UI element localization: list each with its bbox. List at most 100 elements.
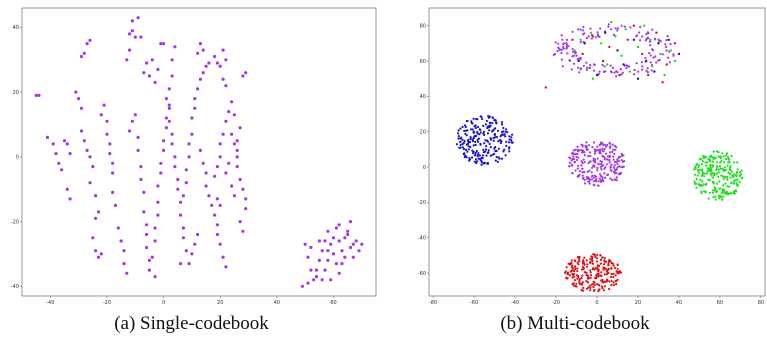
multi-codebook-point — [588, 285, 591, 288]
multi-codebook-point — [581, 262, 585, 265]
multi-codebook-accent-point — [606, 63, 609, 66]
multi-codebook-point — [732, 173, 735, 176]
multi-codebook-point — [491, 116, 494, 119]
multi-codebook-point — [644, 57, 647, 60]
multi-codebook-point — [500, 140, 503, 143]
multi-codebook-point — [455, 143, 458, 146]
multi-codebook-point — [594, 267, 598, 270]
multi-codebook-point — [583, 154, 586, 157]
multi-codebook-point — [719, 167, 722, 170]
multi-codebook-accent-point — [573, 49, 576, 52]
multi-codebook-point — [696, 174, 699, 177]
multi-codebook-point — [591, 174, 594, 177]
multi-codebook-point — [582, 29, 585, 32]
multi-codebook-point — [577, 275, 580, 279]
multi-codebook-point — [576, 256, 579, 259]
single-codebook-point — [130, 19, 134, 23]
multi-codebook-point — [582, 259, 585, 262]
single-codebook-y-tick-label: -20 — [11, 219, 19, 225]
multi-codebook-point — [474, 124, 477, 127]
multi-codebook-point — [593, 281, 596, 284]
multi-codebook-point — [725, 154, 728, 157]
multi-codebook-point — [597, 275, 600, 278]
multi-codebook-point — [480, 161, 483, 164]
multi-codebook-point — [500, 121, 504, 124]
multi-codebook-point — [726, 175, 729, 179]
multi-codebook-point — [596, 253, 599, 256]
multi-codebook-point — [570, 159, 573, 162]
multi-codebook-point — [590, 178, 594, 181]
caption-single-codebook: (a) Single-codebook — [114, 313, 269, 334]
multi-codebook-point — [581, 33, 585, 36]
multi-codebook-point — [649, 54, 652, 57]
single-codebook-point — [218, 242, 222, 246]
multi-codebook-point — [609, 146, 612, 149]
multi-codebook-accent-point — [673, 42, 677, 45]
multi-codebook-point — [582, 286, 585, 290]
single-codebook-point — [176, 187, 180, 191]
multi-codebook-point — [607, 173, 610, 176]
multi-codebook-y-tick-label: -60 — [418, 271, 426, 277]
multi-codebook-point — [585, 271, 588, 274]
single-codebook-point — [162, 139, 166, 143]
multi-codebook-point — [588, 151, 592, 154]
multi-codebook-point — [615, 179, 618, 182]
multi-codebook-point — [570, 266, 573, 269]
single-codebook-point — [184, 181, 188, 185]
multi-codebook-point — [560, 48, 564, 51]
single-codebook-point — [79, 54, 84, 59]
single-codebook-point — [196, 51, 200, 55]
multi-codebook-point — [511, 133, 514, 136]
multi-codebook-point — [602, 289, 606, 292]
single-codebook-point — [238, 177, 242, 182]
multi-codebook-accent-point — [661, 81, 664, 84]
single-codebook-point — [238, 126, 242, 130]
multi-codebook-point — [570, 68, 573, 71]
multi-codebook-point — [734, 189, 737, 192]
multi-codebook-point — [612, 272, 615, 275]
multi-codebook-point — [583, 271, 586, 274]
single-codebook-point — [82, 139, 86, 143]
multi-codebook-point — [603, 65, 606, 68]
multi-codebook-point — [461, 146, 464, 149]
multi-codebook-point — [586, 274, 589, 277]
single-codebook-point — [343, 255, 347, 259]
multi-codebook-accent-point — [571, 38, 574, 41]
multi-codebook-point — [593, 63, 596, 66]
multi-codebook-point — [716, 161, 719, 164]
multi-codebook-point — [500, 123, 504, 126]
multi-codebook-point — [479, 131, 482, 134]
multi-codebook-point — [479, 142, 482, 145]
multi-codebook-accent-point — [677, 52, 681, 56]
multi-codebook-point — [583, 182, 587, 185]
single-codebook-point — [207, 194, 211, 198]
multi-codebook-accent-point — [673, 59, 677, 63]
multi-codebook-point — [716, 165, 719, 168]
multi-codebook-point — [665, 49, 668, 52]
multi-codebook-point — [730, 181, 733, 184]
multi-codebook-point — [603, 143, 606, 146]
multi-codebook-point — [599, 148, 602, 151]
multi-codebook-point — [711, 191, 715, 194]
multi-codebook-point — [637, 70, 640, 73]
multi-codebook-point — [564, 271, 567, 274]
multi-codebook-point — [578, 282, 581, 285]
single-codebook-point — [224, 171, 228, 175]
multi-codebook-point — [654, 37, 657, 40]
multi-codebook-point — [672, 54, 675, 57]
multi-codebook-point — [617, 160, 621, 163]
multi-codebook-point — [720, 174, 723, 177]
multi-codebook-point — [598, 151, 601, 154]
single-codebook-point — [354, 239, 358, 243]
multi-codebook-point — [638, 39, 642, 42]
single-codebook-point — [130, 119, 134, 123]
single-codebook-point — [162, 148, 166, 152]
multi-codebook-point — [594, 255, 597, 258]
multi-codebook-point — [577, 156, 580, 159]
multi-codebook-point — [591, 262, 595, 265]
multi-codebook-point — [474, 126, 477, 130]
multi-codebook-point — [665, 39, 668, 42]
multi-codebook-point — [589, 276, 592, 279]
multi-codebook-point — [471, 149, 474, 152]
multi-codebook-point — [700, 190, 703, 193]
